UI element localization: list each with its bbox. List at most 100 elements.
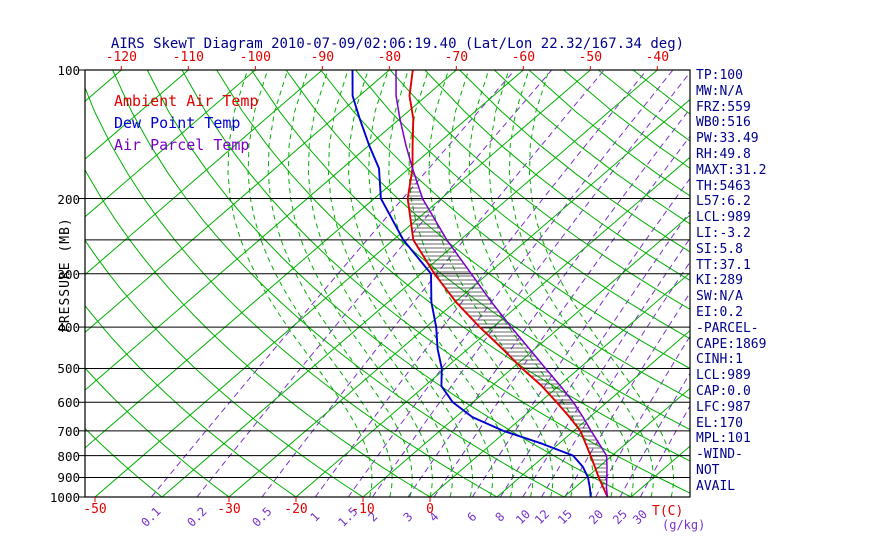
isotherm-line — [362, 214, 690, 497]
stats-line: MAXT:31.2 — [696, 162, 767, 178]
isotherm-line — [85, 70, 256, 218]
moist-adiabat-line — [488, 70, 634, 497]
isotherm-line — [161, 70, 658, 497]
stats-line: SW:N/A — [696, 289, 743, 305]
isotherm-line — [85, 70, 390, 334]
dry-adiabat-line — [85, 239, 364, 497]
bottom-axis-temp-label: -20 — [284, 502, 308, 517]
dry-adiabat-line — [459, 70, 690, 253]
profile-dew-point-temp — [351, 70, 592, 497]
pressure-tick-label: 800 — [57, 448, 80, 464]
plot-border — [84, 69, 691, 498]
mixing-ratio-unit-label: (g/kg) — [662, 518, 706, 532]
moist-adiabat-line — [227, 70, 373, 497]
bottom-axis-temp-label: -10 — [351, 502, 375, 517]
isotherm-line — [85, 70, 524, 449]
moist-adiabat-line — [448, 70, 594, 497]
pressure-tick-label: 300 — [57, 266, 80, 282]
mixing-ratio-line — [499, 210, 690, 497]
mixing-ratio-line — [261, 70, 605, 497]
top-axis-temp-label: -70 — [444, 50, 469, 65]
stats-line: CAP:0.0 — [696, 383, 751, 399]
isotherm-line — [295, 156, 690, 497]
profile-air-parcel-temp — [395, 70, 609, 497]
moist-adiabat-line — [327, 70, 474, 497]
pressure-tick-label: 200 — [57, 191, 80, 207]
pressure-tick-label: 100 — [57, 63, 80, 78]
bottom-axis-temp-label: -50 — [83, 502, 107, 517]
dry-adiabat-line — [85, 427, 163, 497]
dry-adiabat-line — [216, 70, 690, 462]
stats-line: PW:33.49 — [696, 131, 759, 147]
top-axis-temp-label: -40 — [645, 50, 670, 65]
top-axis-temp-label: -120 — [105, 50, 137, 65]
skewt-lattice — [0, 70, 690, 497]
top-axis-temp-label: -50 — [578, 50, 603, 65]
pressure-tick-label: 400 — [57, 320, 80, 336]
top-axis-temp-label: -90 — [310, 50, 335, 65]
isotherm-line — [0, 70, 54, 497]
legend-air-parcel-temp: Air Parcel Temp — [114, 136, 250, 154]
moist-adiabat-line — [468, 70, 614, 497]
stats-line: EI:0.2 — [696, 304, 743, 320]
moist-adiabat-line — [508, 70, 654, 497]
dry-adiabat-line — [85, 367, 230, 497]
bottom-axis-temp-label: 0 — [426, 502, 434, 517]
stats-line: TH:5463 — [696, 178, 751, 194]
moist-adiabat-line — [408, 70, 554, 497]
moist-adiabat-line — [368, 70, 514, 497]
isotherm-line — [228, 98, 690, 497]
stats-line: RH:49.8 — [696, 146, 751, 162]
stats-line: LI:-3.2 — [696, 225, 751, 241]
moist-adiabat-line — [307, 70, 453, 497]
moist-adiabat-line — [267, 70, 413, 497]
moist-adiabat-line — [428, 70, 574, 497]
top-axis-temp-label: -100 — [239, 50, 271, 65]
stats-line: MPL:101 — [696, 431, 751, 447]
stats-line: FRZ:559 — [696, 99, 751, 115]
pressure-tick-label: 500 — [57, 361, 80, 377]
legend-ambient-air-temp: Ambient Air Temp — [114, 92, 259, 110]
top-axis-temp-label: -110 — [172, 50, 204, 65]
pressure-tick-label: 900 — [57, 470, 80, 486]
moist-adiabat-line — [247, 70, 393, 497]
stats-line: LCL:989 — [696, 368, 751, 384]
pressure-tick-label: 600 — [57, 395, 80, 411]
moist-adiabat-line — [348, 70, 494, 497]
stats-line: WB0:516 — [696, 115, 751, 131]
stats-line: EL:170 — [696, 415, 743, 431]
stats-line: -WIND- — [696, 447, 743, 463]
isotherm-line — [496, 329, 690, 497]
stats-line: AVAIL — [696, 478, 736, 494]
isotherm-line — [85, 70, 189, 160]
profile-ambient-air-temp — [406, 70, 609, 497]
stats-line: CAPE:1869 — [696, 336, 767, 352]
isotherm-line — [94, 70, 591, 497]
mixing-ratio-line — [619, 372, 690, 497]
stats-line: KI:289 — [696, 273, 743, 289]
isotherm-line — [429, 272, 690, 497]
isotherm-line — [85, 70, 323, 276]
stats-line: CINH:1 — [696, 352, 743, 368]
chart-title: AIRS SkewT Diagram 2010-07-09/02:06:19.4… — [110, 36, 685, 52]
dry-adiabat-line — [85, 304, 297, 497]
stats-line: SI:5.8 — [696, 241, 743, 257]
stats-line: NOT — [696, 462, 720, 478]
legend: Ambient Air Temp Dew Point Temp Air Parcel… — [114, 90, 259, 156]
stats-line: MW:N/A — [696, 83, 743, 99]
mixing-ratio-line — [541, 261, 690, 497]
legend-dew-point-temp: Dew Point Temp — [114, 114, 241, 132]
stats-panel: TP:100 MW:N/A FRZ:559 WB0:516 PW:33.49 RH:49.… — [696, 68, 766, 495]
mixing-ratio-line — [639, 405, 690, 497]
top-axis-temp-label: -60 — [511, 50, 536, 65]
stats-line: LFC:987 — [696, 399, 751, 415]
stats-line: -PARCEL- — [696, 320, 759, 336]
temp-unit-label: T(C) — [652, 504, 684, 519]
isotherm-line — [85, 70, 457, 391]
moist-adiabat-line — [528, 70, 675, 497]
stats-line: LCL:989 — [696, 210, 751, 226]
moist-adiabat-line — [287, 70, 433, 497]
isotherm-line — [563, 387, 690, 497]
